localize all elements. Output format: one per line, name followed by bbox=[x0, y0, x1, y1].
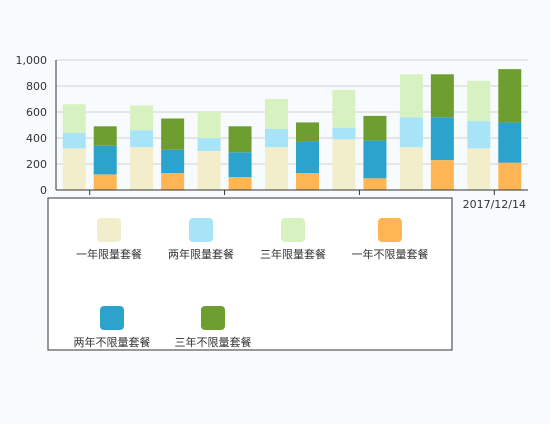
legend-swatch[interactable] bbox=[201, 306, 225, 330]
bar-segment bbox=[430, 117, 454, 161]
bar-segment bbox=[399, 147, 423, 190]
y-tick-label: 200 bbox=[26, 158, 47, 171]
y-tick-label: 1,000 bbox=[16, 54, 48, 67]
y-tick-label: 800 bbox=[26, 80, 47, 93]
bar-segment bbox=[161, 118, 185, 150]
legend-label[interactable]: 一年限量套餐 bbox=[76, 247, 142, 261]
grid-lines bbox=[56, 59, 528, 165]
bar-segment bbox=[498, 69, 522, 123]
bar-segment bbox=[197, 151, 221, 190]
x-tick-label: 2017/12/14 bbox=[463, 198, 526, 211]
bar-segment bbox=[265, 99, 288, 129]
bar-segment bbox=[130, 105, 154, 131]
bar-segment bbox=[296, 173, 319, 190]
bar-segment bbox=[62, 132, 86, 149]
legend-label[interactable]: 一年不限量套餐 bbox=[352, 247, 429, 261]
legend-swatch[interactable] bbox=[97, 218, 121, 242]
y-axis: 0 200 400 600 800 1,000 bbox=[16, 54, 57, 197]
bar-segment bbox=[296, 122, 319, 142]
legend-label[interactable]: 三年限量套餐 bbox=[260, 247, 326, 261]
bar-segment bbox=[93, 126, 117, 146]
bar-segment bbox=[228, 152, 252, 177]
bar-segment bbox=[130, 147, 154, 190]
bar-segment bbox=[332, 89, 356, 128]
bar-segment bbox=[467, 80, 491, 122]
bar-segment bbox=[228, 126, 252, 153]
bar-segment bbox=[332, 139, 356, 190]
bar-segment bbox=[62, 148, 86, 190]
legend-label[interactable]: 两年不限量套餐 bbox=[74, 335, 151, 349]
bar-segment bbox=[265, 128, 288, 148]
bar-segment bbox=[161, 149, 185, 174]
bar-segment bbox=[93, 174, 117, 190]
bar-segment bbox=[498, 122, 522, 163]
bar-segment bbox=[265, 147, 288, 190]
legend-label[interactable]: 三年不限量套餐 bbox=[175, 335, 252, 349]
bars bbox=[62, 69, 522, 190]
bar-segment bbox=[363, 178, 387, 190]
bar-segment bbox=[161, 173, 185, 190]
y-tick-label: 0 bbox=[40, 184, 47, 197]
bar-segment bbox=[467, 148, 491, 190]
legend-swatch[interactable] bbox=[189, 218, 213, 242]
bar-segment bbox=[498, 162, 522, 190]
legend-label[interactable]: 两年限量套餐 bbox=[168, 247, 234, 261]
bar-segment bbox=[62, 104, 86, 133]
bar-segment bbox=[228, 177, 252, 190]
y-tick-label: 600 bbox=[26, 106, 47, 119]
bar-segment bbox=[363, 115, 387, 141]
bar-segment bbox=[467, 121, 491, 149]
bar-segment bbox=[399, 117, 423, 148]
y-tick-label: 400 bbox=[26, 132, 47, 145]
legend-swatch[interactable] bbox=[378, 218, 402, 242]
bar-segment bbox=[363, 140, 387, 179]
bar-segment bbox=[430, 74, 454, 118]
bar-segment bbox=[430, 160, 454, 190]
bar-segment bbox=[399, 74, 423, 118]
legend-swatch[interactable] bbox=[281, 218, 305, 242]
bar-segment bbox=[93, 145, 117, 175]
bar-segment bbox=[197, 112, 221, 138]
bar-segment bbox=[296, 141, 319, 174]
bar-segment bbox=[197, 138, 221, 151]
bar-segment bbox=[332, 127, 356, 140]
bar-segment bbox=[130, 130, 154, 148]
legend-swatch[interactable] bbox=[100, 306, 124, 330]
